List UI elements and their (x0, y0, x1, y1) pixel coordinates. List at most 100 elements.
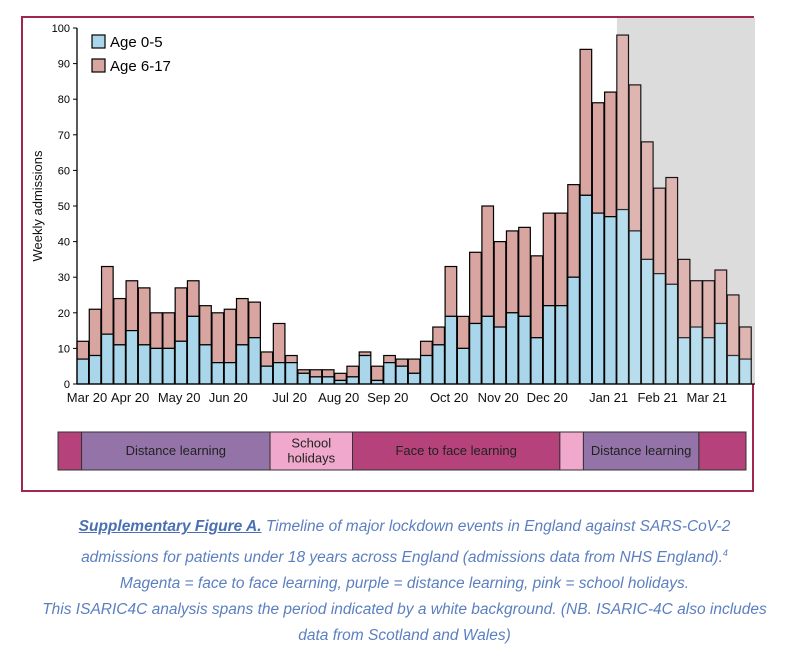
bar-age-6-17 (579, 48, 593, 196)
bar-age-0-5 (113, 344, 127, 385)
bar-age-0-5 (297, 372, 311, 385)
bar-age-6-17 (235, 297, 249, 346)
x-tick-label: Jul 20 (272, 390, 307, 405)
bar-age-0-5 (469, 322, 482, 385)
timeline-label: Distance learning (591, 443, 691, 458)
bar-shade-overlay (727, 295, 739, 384)
bar-age-6-17 (174, 287, 188, 342)
bar-age-6-17 (321, 369, 335, 378)
bar-shade-overlay (715, 270, 727, 384)
bar-age-6-17 (334, 372, 347, 382)
caption-line-4: This ISARIC4C analysis spans the period … (42, 601, 767, 619)
bar-age-6-17 (383, 354, 396, 364)
timeline-segment (352, 431, 561, 471)
bar-age-0-5 (162, 347, 176, 385)
bar-age-6-17 (444, 265, 458, 317)
bar-age-0-5 (444, 315, 458, 385)
bar-age-6-17 (125, 280, 139, 332)
bar-age-0-5 (591, 212, 605, 385)
timeline-segment (559, 431, 584, 471)
timeline-label: Distance learning (126, 443, 226, 458)
bar-age-6-17 (554, 212, 568, 307)
bar-age-0-5 (567, 276, 580, 385)
bar-age-0-5 (358, 354, 372, 385)
bar-age-6-17 (88, 308, 102, 357)
x-tick-label: May 20 (158, 390, 201, 405)
bar-age-0-5 (76, 358, 90, 385)
bar-age-6-17 (284, 354, 298, 364)
bar-age-0-5 (150, 347, 163, 385)
caption-title: Supplementary Figure A. (78, 518, 262, 535)
bar-age-0-5 (530, 337, 544, 385)
bar-age-6-17 (370, 365, 384, 382)
y-tick-label: 10 (58, 343, 70, 355)
x-tick-label: Jun 20 (209, 390, 248, 405)
bar-age-0-5 (456, 347, 470, 385)
timeline-segment (57, 431, 83, 471)
bar-shade-overlay (678, 259, 690, 384)
bar-age-6-17 (100, 265, 114, 335)
x-tick-label: Nov 20 (478, 390, 519, 405)
bar-age-6-17 (481, 205, 495, 317)
bar-age-0-5 (407, 372, 421, 385)
y-tick-label: 0 (64, 379, 70, 391)
bar-age-0-5 (604, 216, 617, 385)
bar-age-0-5 (186, 315, 200, 385)
bar-age-6-17 (395, 358, 409, 367)
legend-swatch (91, 58, 106, 73)
bar-age-0-5 (100, 333, 114, 385)
bar-shade-overlay (653, 188, 666, 384)
bar-age-0-5 (309, 376, 323, 385)
bar-shade-overlay (690, 280, 703, 384)
bar-age-6-17 (199, 305, 212, 346)
timeline-label: Face to face learning (395, 443, 516, 458)
bar-age-6-17 (432, 326, 446, 346)
bar-age-0-5 (481, 315, 495, 385)
bar-age-6-17 (493, 241, 507, 328)
bar-age-6-17 (162, 312, 176, 349)
y-tick-label: 40 (58, 237, 70, 249)
timeline-label: holidays (287, 451, 335, 466)
bar-age-0-5 (321, 376, 335, 385)
bar-shade-overlay (665, 177, 678, 384)
bar-age-0-5 (346, 376, 360, 385)
x-tick-label: Mar 20 (67, 390, 107, 405)
bar-age-0-5 (518, 315, 531, 385)
bar-age-6-17 (260, 351, 274, 367)
y-axis-title: Weekly admissions (30, 150, 45, 262)
y-tick-label: 60 (58, 165, 70, 177)
x-tick-label: Oct 20 (430, 390, 468, 405)
bar-age-6-17 (150, 312, 163, 349)
bar-age-6-17 (518, 226, 531, 317)
bar-age-0-5 (419, 354, 433, 385)
figure-caption: Supplementary Figure A. Timeline of majo… (20, 514, 789, 649)
bar-age-6-17 (505, 230, 519, 314)
x-tick-label: Aug 20 (318, 390, 359, 405)
x-tick-label: Feb 21 (637, 390, 677, 405)
timeline-segment (698, 431, 747, 471)
bar-age-6-17 (591, 102, 605, 214)
timeline-label: School (291, 436, 331, 451)
bar-age-0-5 (542, 305, 556, 385)
bar-age-0-5 (272, 362, 286, 385)
bar-shade-overlay (702, 280, 715, 384)
bar-age-6-17 (211, 312, 225, 364)
bar-age-6-17 (272, 322, 286, 364)
bar-age-0-5 (493, 326, 507, 385)
legend-swatch (91, 34, 106, 49)
x-tick-label: Sep 20 (367, 390, 408, 405)
bar-age-0-5 (199, 344, 212, 385)
bar-age-0-5 (211, 362, 225, 385)
timeline-segment (81, 431, 271, 471)
timeline-segment (582, 431, 700, 471)
x-tick-label: Jan 21 (589, 390, 628, 405)
bar-shade-overlay (641, 141, 654, 384)
bar-shade-overlay (616, 35, 629, 385)
bar-age-6-17 (469, 251, 482, 325)
bar-age-0-5 (223, 362, 237, 385)
bar-age-6-17 (76, 340, 90, 360)
bar-age-0-5 (505, 312, 519, 385)
bar-age-0-5 (248, 337, 261, 385)
bar-age-6-17 (223, 308, 237, 364)
caption-line-1: Timeline of major lockdown events in Eng… (265, 518, 731, 535)
